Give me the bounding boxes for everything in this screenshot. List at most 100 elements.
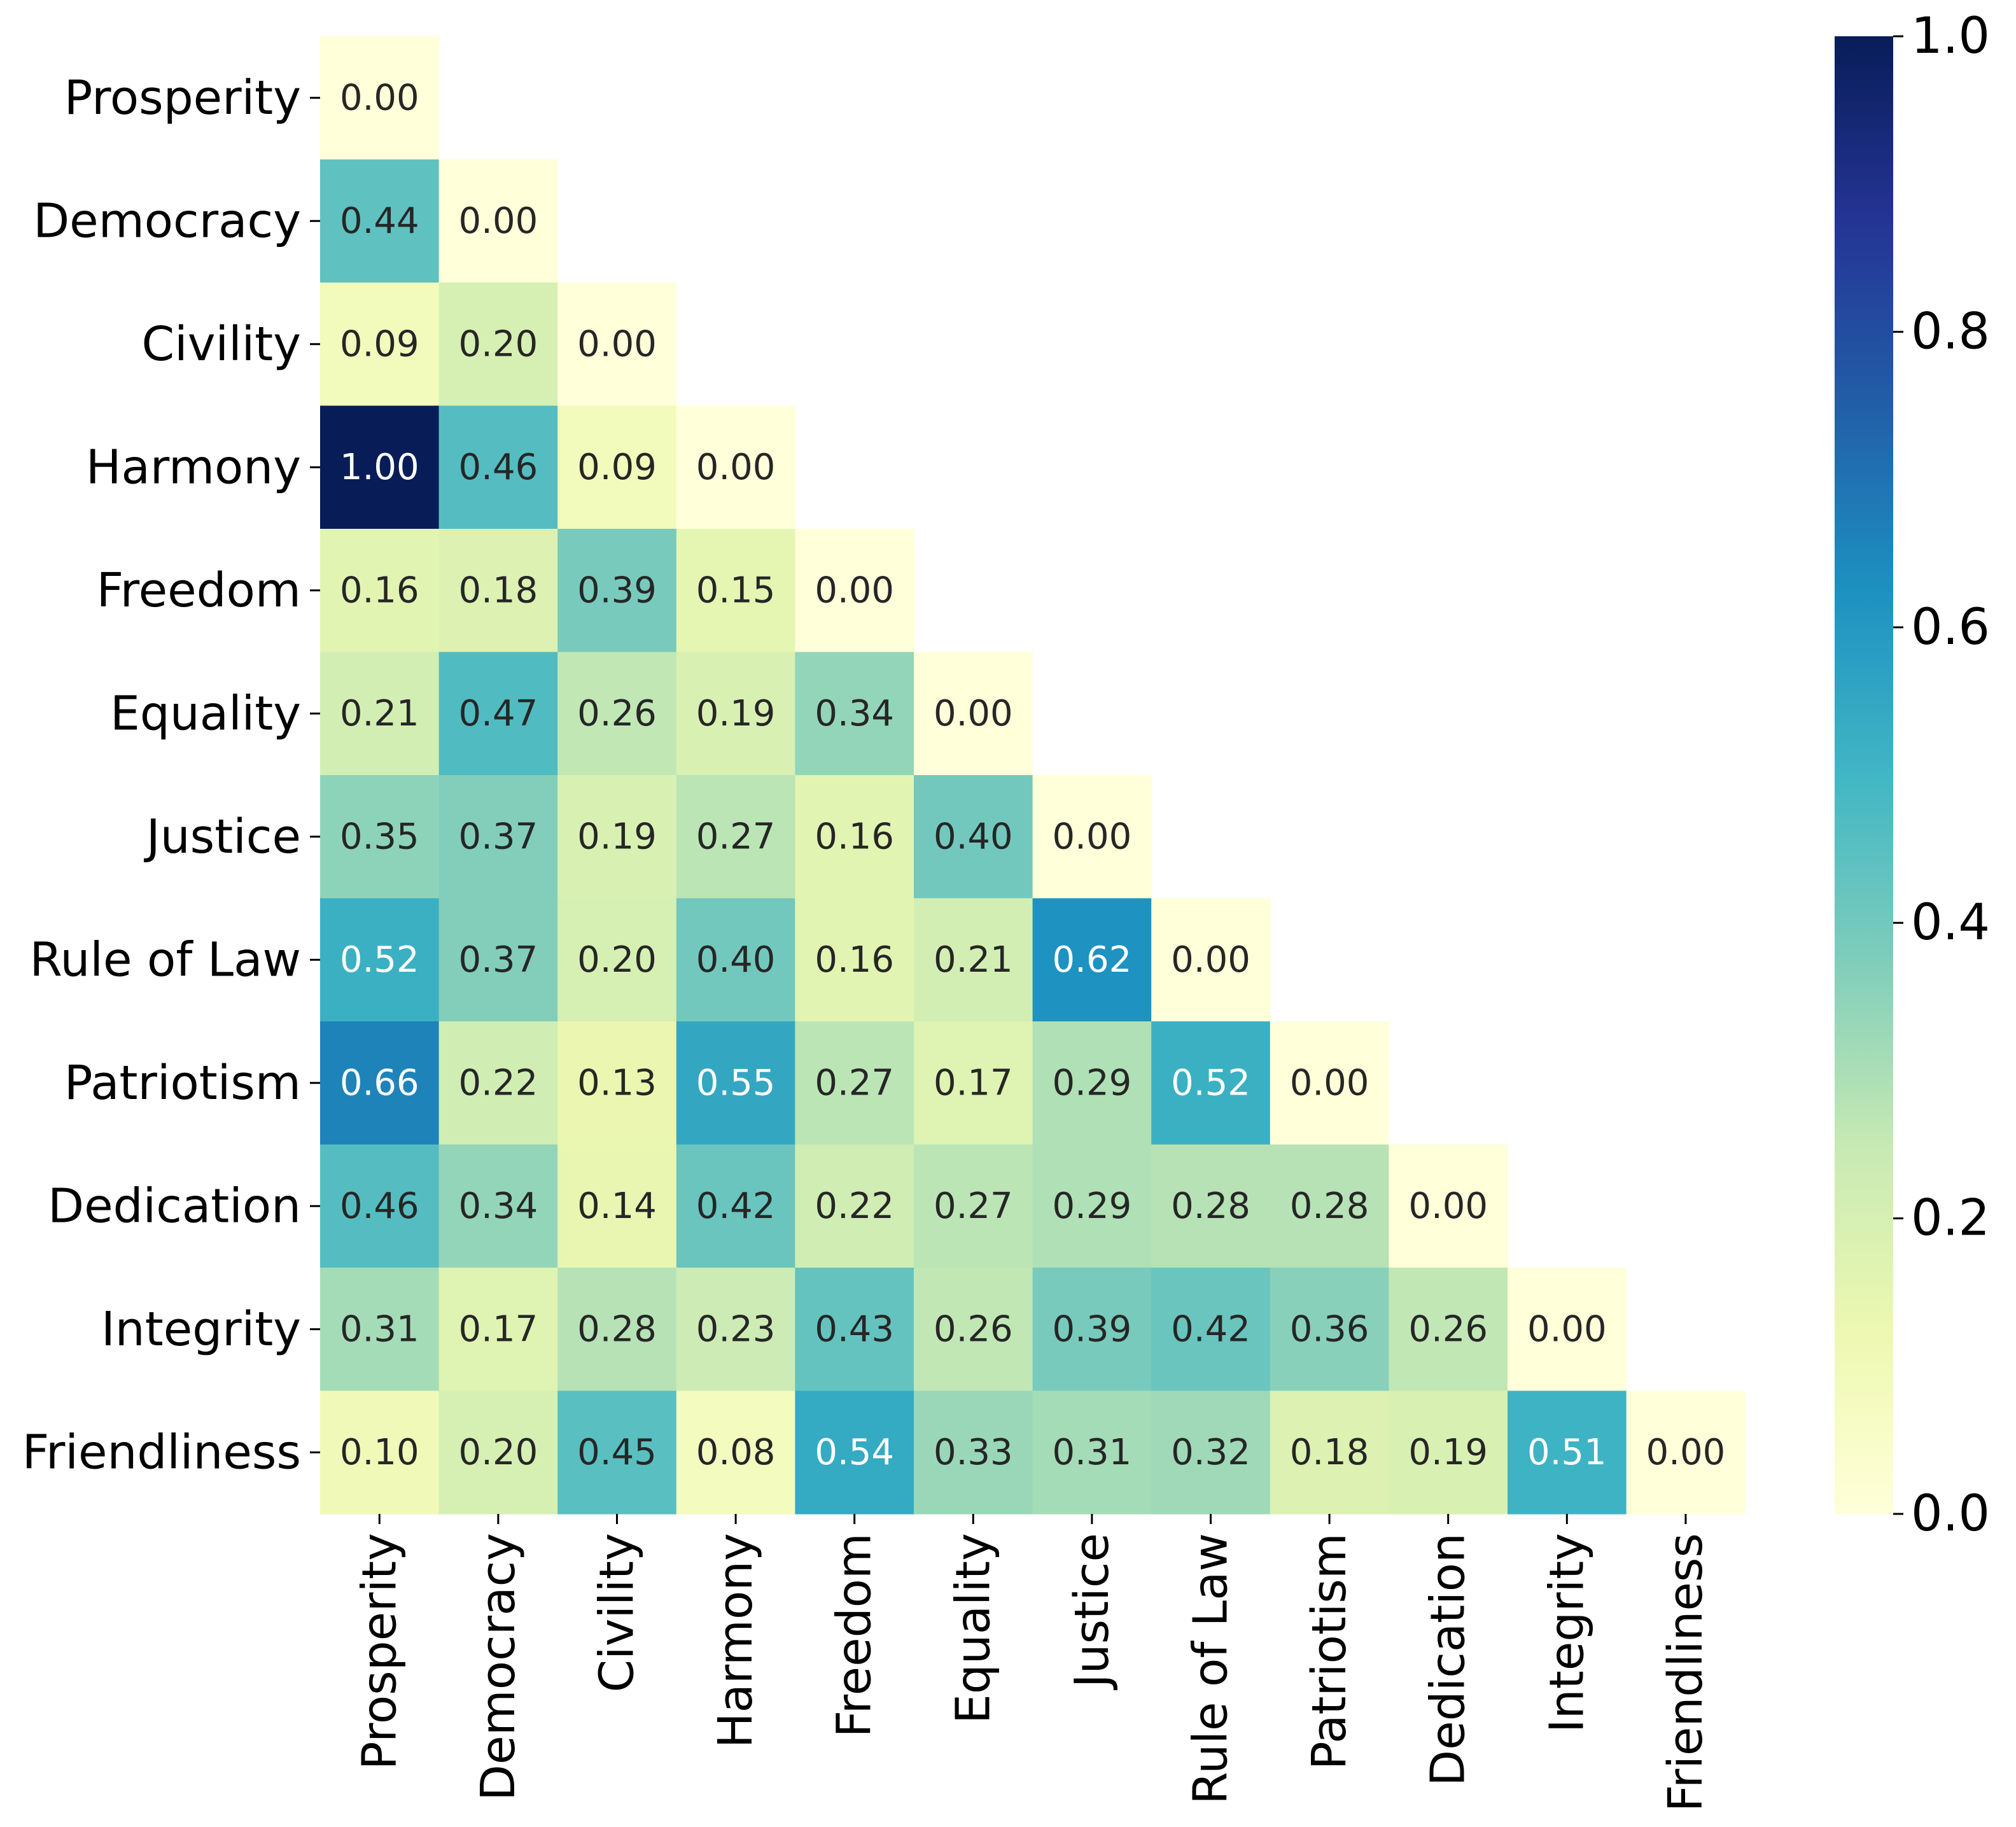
cell-value-label: 0.39 [1053, 1308, 1132, 1350]
cell-value-label: 0.00 [1290, 1062, 1369, 1103]
heatmap-cell-11-7 [1032, 1268, 1152, 1392]
cell-value-label: 0.19 [1408, 1432, 1488, 1473]
x-tick-label: Equality [946, 1533, 1000, 1724]
cell-value-label: 0.26 [577, 693, 657, 734]
heatmap-cell-7-7 [1032, 775, 1152, 899]
x-tick-label: Democracy [471, 1533, 526, 1801]
cell-value-label: 0.47 [459, 693, 538, 734]
heatmap-cell-9-1 [320, 1021, 440, 1145]
colorbar-tick-label: 0.6 [1911, 599, 1990, 656]
cell-value-label: 0.17 [934, 1062, 1013, 1103]
heatmap-cell-12-5 [795, 1390, 914, 1515]
heatmap-cell-3-1 [320, 283, 440, 407]
heatmap-cell-8-1 [320, 898, 440, 1022]
x-tick-label: Friendliness [1658, 1533, 1713, 1812]
cell-value-label: 0.00 [577, 323, 657, 365]
cell-value-label: 0.00 [459, 200, 538, 242]
x-tick-label: Justice [1065, 1533, 1119, 1690]
heatmap-cell-10-9 [1270, 1144, 1389, 1268]
cell-value-label: 0.08 [696, 1432, 776, 1473]
cell-value-label: 0.00 [815, 570, 894, 611]
heatmap-cell-9-6 [914, 1021, 1033, 1145]
colorbar-tick-label: 0.8 [1911, 303, 1990, 360]
cell-value-label: 0.00 [1646, 1432, 1726, 1473]
heatmap-cell-9-8 [1151, 1021, 1271, 1145]
y-tick-label: Rule of Law [29, 932, 301, 987]
cell-value-label: 0.09 [577, 447, 657, 488]
x-tick-label: Freedom [827, 1533, 882, 1737]
cell-value-label: 0.13 [577, 1062, 657, 1103]
heatmap-cell-1-1 [320, 36, 440, 160]
heatmap-cell-4-1 [320, 405, 440, 529]
cell-value-label: 0.00 [340, 77, 419, 118]
heatmap-cell-9-9 [1270, 1021, 1389, 1145]
heatmap-cell-11-2 [438, 1268, 558, 1392]
heatmap-cell-11-9 [1270, 1268, 1389, 1392]
cell-value-label: 0.40 [696, 939, 776, 981]
cell-value-label: 0.62 [1053, 939, 1132, 981]
cell-value-label: 0.16 [340, 570, 419, 611]
heatmap-cell-labels: 0.00 0.44 0.00 0.09 0.20 0.00 1.00 0.46 0.09 0.00… [340, 77, 1725, 1473]
heatmap-cell-12-2 [438, 1390, 558, 1515]
heatmap-cell-10-8 [1151, 1144, 1271, 1268]
y-tick-label: Equality [110, 686, 301, 741]
colorbar-ticks: 0.0 0.2 0.4 0.6 0.8 1.0 [1893, 8, 1990, 1543]
y-tick-label: Friendliness [22, 1425, 301, 1480]
x-axis: Prosperity Democracy Civility Harmony Freedo… [352, 1514, 1713, 1812]
cell-value-label: 0.18 [459, 570, 538, 611]
y-tick-label: Harmony [86, 440, 301, 494]
heatmap-cell-10-5 [795, 1144, 914, 1268]
cell-value-label: 0.52 [1171, 1062, 1250, 1103]
cell-value-label: 0.23 [696, 1308, 776, 1350]
cell-value-label: 0.29 [1053, 1186, 1132, 1227]
cell-value-label: 1.00 [340, 447, 419, 488]
x-tick-label: Dedication [1421, 1533, 1476, 1786]
heatmap-cell-2-2 [438, 159, 558, 283]
heatmap-cell-10-4 [676, 1144, 795, 1268]
cell-value-label: 0.42 [1171, 1308, 1250, 1350]
cell-value-label: 0.16 [815, 816, 894, 857]
colorbar-gradient [1835, 36, 1893, 1514]
heatmap-cell-11-10 [1389, 1268, 1508, 1392]
cell-value-label: 0.18 [1290, 1432, 1369, 1473]
heatmap-cell-8-5 [795, 898, 914, 1022]
heatmap-cell-11-4 [676, 1268, 795, 1392]
heatmap-cell-12-8 [1151, 1390, 1271, 1515]
y-tick-label: Patriotism [64, 1056, 301, 1110]
heatmap-cell-12-3 [557, 1390, 677, 1515]
x-tick-label: Rule of Law [1184, 1533, 1238, 1805]
cell-value-label: 0.35 [340, 816, 419, 857]
heatmap-cell-4-3 [557, 405, 677, 529]
heatmap-cell-8-3 [557, 898, 677, 1022]
heatmap-cell-9-2 [438, 1021, 558, 1145]
heatmap-cell-9-5 [795, 1021, 914, 1145]
cell-value-label: 0.26 [934, 1308, 1013, 1350]
cell-value-label: 0.00 [934, 693, 1013, 734]
heatmap-cell-4-4 [676, 405, 795, 529]
heatmap-cell-12-12 [1626, 1390, 1746, 1515]
heatmap-cell-6-4 [676, 652, 795, 776]
y-tick-label: Integrity [101, 1302, 301, 1357]
cell-value-label: 0.22 [815, 1186, 894, 1227]
cell-value-label: 0.21 [934, 939, 1013, 981]
cell-value-label: 0.46 [459, 447, 538, 488]
cell-value-label: 0.27 [934, 1186, 1013, 1227]
cell-value-label: 0.55 [696, 1062, 776, 1103]
cell-value-label: 0.43 [815, 1308, 894, 1350]
heatmap-cell-12-6 [914, 1390, 1033, 1515]
heatmap-cell-10-1 [320, 1144, 440, 1268]
x-tick-label: Harmony [708, 1533, 763, 1748]
cell-value-label: 0.42 [696, 1186, 776, 1227]
cell-value-label: 0.34 [815, 693, 894, 734]
heatmap-cell-12-9 [1270, 1390, 1389, 1515]
heatmap-cell-6-5 [795, 652, 914, 776]
heatmap-cell-7-3 [557, 775, 677, 899]
cell-value-label: 0.52 [340, 939, 419, 981]
heatmap-cell-9-3 [557, 1021, 677, 1145]
heatmap-cell-12-10 [1389, 1390, 1508, 1515]
cell-value-label: 0.51 [1527, 1432, 1607, 1473]
heatmap-cell-5-1 [320, 529, 440, 653]
cell-value-label: 0.32 [1171, 1432, 1250, 1473]
heatmap-cell-10-10 [1389, 1144, 1508, 1268]
